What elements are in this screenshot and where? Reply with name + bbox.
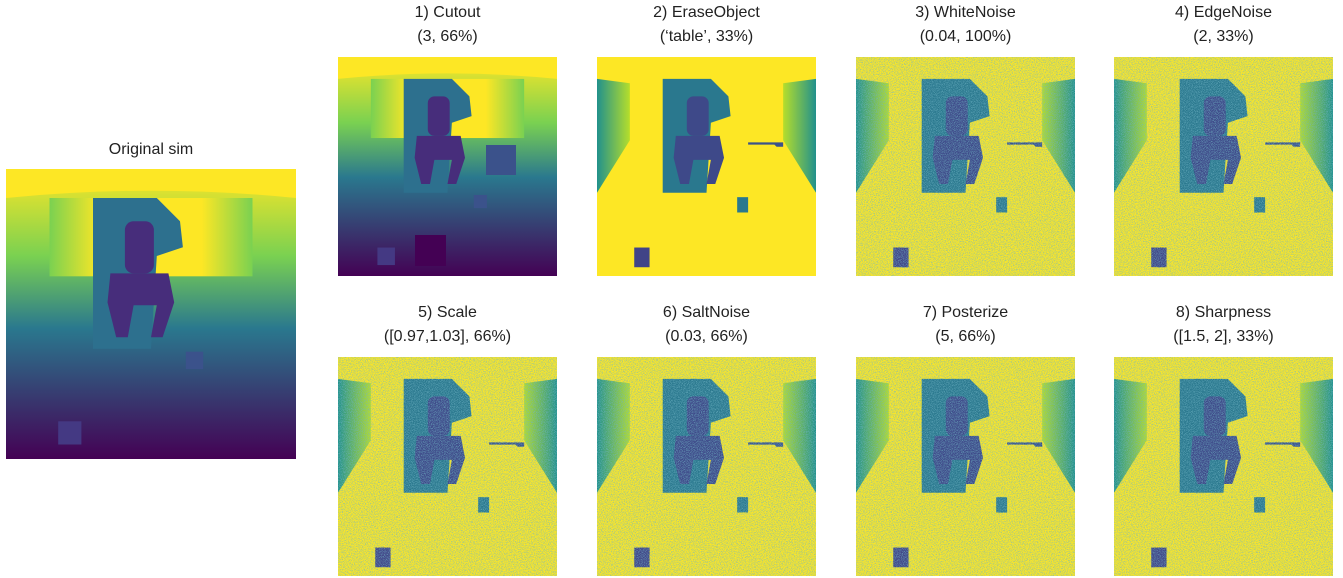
cutout-patch <box>486 145 516 175</box>
panel-params: (0.03, 66%) <box>665 328 748 345</box>
panel-params: ([0.97,1.03], 66%) <box>384 328 511 345</box>
panel: 6) SaltNoise (0.03, 66%) <box>597 304 816 576</box>
noise-overlay <box>856 57 1075 276</box>
panel: 4) EdgeNoise (2, 33%) <box>1114 4 1333 276</box>
panel-title: 4) EdgeNoise <box>1175 4 1272 21</box>
panel-image <box>597 57 816 276</box>
panel: 1) Cutout (3, 66%) <box>338 4 557 276</box>
panel-title: 8) Sharpness <box>1176 304 1271 321</box>
panel-params: (0.04, 100%) <box>920 28 1012 45</box>
panel-title: 7) Posterize <box>923 304 1008 321</box>
panel-grid: 1) Cutout (3, 66%) 2) EraseObject (‘table’,… <box>338 4 1333 576</box>
noise-overlay <box>1114 57 1333 276</box>
panel: 2) EraseObject (‘table’, 33%) <box>597 4 816 276</box>
cutout-patch <box>415 235 446 266</box>
panel-title: 5) Scale <box>418 304 477 321</box>
noise-overlay <box>338 357 557 576</box>
panel-params: (‘table’, 33%) <box>660 28 753 45</box>
noise-overlay <box>1114 357 1333 576</box>
panel: 5) Scale ([0.97,1.03], 66%) <box>338 304 557 576</box>
panel-params: (5, 66%) <box>935 328 995 345</box>
panel-title: 1) Cutout <box>415 4 481 21</box>
panel: 8) Sharpness ([1.5, 2], 33%) <box>1114 304 1333 576</box>
original-title: Original sim <box>109 141 193 158</box>
noise-overlay <box>597 357 816 576</box>
panel-title: 6) SaltNoise <box>663 304 750 321</box>
noise-overlay <box>856 357 1075 576</box>
panel-title: 2) EraseObject <box>653 4 760 21</box>
panel-title: 3) WhiteNoise <box>915 4 1016 21</box>
panel: 7) Posterize (5, 66%) <box>856 304 1075 576</box>
panel: 3) WhiteNoise (0.04, 100%) <box>856 4 1075 276</box>
panel-params: ([1.5, 2], 33%) <box>1173 328 1274 345</box>
original-image <box>6 169 296 459</box>
panel-params: (3, 66%) <box>417 28 477 45</box>
panel-image <box>338 57 557 276</box>
panel-params: (2, 33%) <box>1193 28 1253 45</box>
